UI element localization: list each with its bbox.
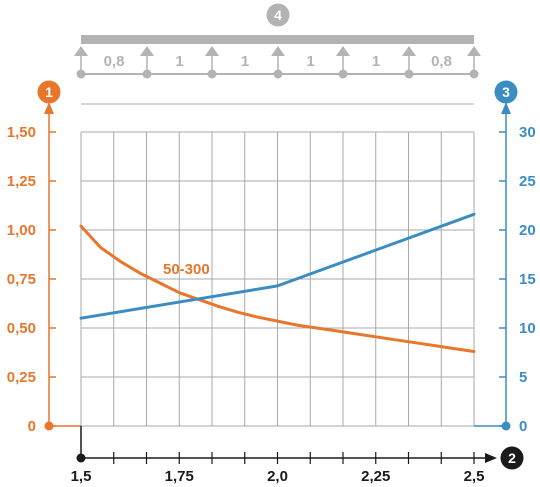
support-triangle-icon — [205, 46, 219, 56]
badge-left-axis-circle — [37, 80, 61, 104]
support-triangle-icon — [336, 46, 350, 56]
x-axis-arrow-icon — [485, 453, 497, 463]
left-axis-arrow-icon — [44, 102, 54, 114]
right-axis-tick-label: 10 — [519, 320, 536, 337]
axes — [44, 102, 511, 464]
span-label: 1 — [175, 53, 183, 70]
span-label-bg — [423, 52, 460, 70]
x-axis-tick-label: 2,25 — [361, 468, 390, 485]
span-label: 0,8 — [104, 53, 125, 70]
span-label-bg — [161, 52, 198, 70]
left-axis-tick-label: 1,50 — [7, 124, 36, 141]
support-triangle-icon — [271, 46, 285, 56]
series-line-1 — [79, 224, 476, 353]
badge-right-axis-circle — [494, 80, 518, 104]
support-node-dot — [338, 69, 348, 79]
left-axis-tick-label: 0,50 — [7, 320, 36, 337]
span-label: 1 — [241, 53, 249, 70]
tick-labels: 0 0,25 0,50 0,75 1,00 1,25 1,50 0 5 10 15 20 25 30 1,5… — [7, 124, 536, 485]
span-label: 1 — [306, 53, 314, 70]
support-triangle-icon — [140, 46, 154, 56]
badge-beam-circle — [266, 3, 290, 27]
left-axis-tick-label: 0 — [28, 418, 36, 435]
left-axis-tick-label: 0,75 — [7, 271, 36, 288]
support-node-dot — [273, 69, 283, 79]
span-label-bg — [227, 52, 263, 70]
span-label-bg — [358, 52, 394, 70]
right-axis-tick-label: 25 — [519, 173, 536, 190]
right-axis-arrow-icon — [501, 102, 511, 114]
span-label: 0,8 — [431, 53, 452, 70]
support-triangle-icon — [467, 46, 481, 56]
x-axis-tick-label: 1,75 — [165, 468, 194, 485]
support-node-dot — [404, 69, 414, 79]
support-node-dot — [207, 69, 217, 79]
span-label-bg — [96, 52, 132, 70]
right-axis-tick-label: 20 — [519, 222, 536, 239]
badges: 1 3 2 4 — [37, 3, 524, 470]
series-label: 50-300 — [163, 261, 210, 278]
x-axis-tick-label: 2,0 — [267, 468, 288, 485]
right-axis-tick-label: 30 — [519, 124, 536, 141]
beam-bar — [81, 35, 474, 44]
x-axis-tick-label: 1,5 — [71, 468, 92, 485]
support-node-dot — [469, 69, 479, 79]
support-beam-diagram: 0,8 1 1 1 1 0,8 — [74, 35, 481, 79]
right-axis-tick-label: 0 — [519, 418, 527, 435]
x-axis-origin-dot — [76, 453, 86, 463]
grid — [80, 103, 475, 427]
support-triangle-icon — [402, 46, 416, 56]
badge-x-axis-circle — [500, 446, 524, 470]
support-node-dot — [76, 69, 86, 79]
span-label: 1 — [372, 53, 380, 70]
left-axis-tick-label: 0,25 — [7, 369, 36, 386]
support-node-dot — [142, 69, 152, 79]
x-axis-tick-label: 2,5 — [464, 468, 485, 485]
right-axis-tick-label: 15 — [519, 271, 536, 288]
right-axis-tick-label: 5 — [519, 369, 527, 386]
badge-beam-label: 4 — [274, 7, 282, 23]
series-lines: 50-300 — [79, 212, 476, 353]
span-label-bg — [292, 52, 329, 70]
badge-left-axis-label: 1 — [45, 84, 53, 100]
badge-x-axis-label: 2 — [508, 450, 516, 466]
badge-right-axis-label: 3 — [502, 84, 510, 100]
series-line-2 — [79, 212, 476, 320]
left-axis-tick-label: 1,25 — [7, 173, 36, 190]
left-axis-tick-label: 1,00 — [7, 222, 36, 239]
support-triangle-icon — [74, 46, 88, 56]
